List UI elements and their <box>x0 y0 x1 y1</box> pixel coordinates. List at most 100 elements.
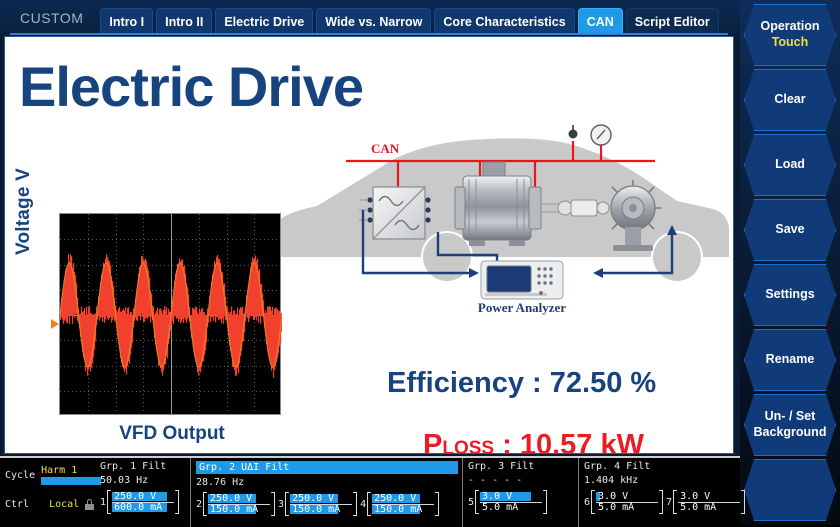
voltage-range: 250.0 V <box>290 493 352 504</box>
channel[interactable]: 6 3.0 V 5.0 mA <box>584 490 664 514</box>
channel[interactable]: 4 250.0 V 150.0 mA <box>360 492 440 516</box>
current-value: 5.0 mA <box>680 502 717 513</box>
channel-axis-line <box>112 502 175 503</box>
channel[interactable]: 2 250.0 V 150.0 mA <box>196 492 276 516</box>
group-header: Grp. 3 Filt <box>468 461 535 472</box>
motor <box>454 161 542 246</box>
channel-axis-line <box>678 502 741 503</box>
channel-bracket-right <box>741 490 746 514</box>
status-bar: Cycle Harm 1 Ctrl Local Grp. 1 Filt 50.03… <box>0 456 746 527</box>
tab-bar-underline <box>10 33 728 35</box>
softkey-label: Save <box>775 222 805 237</box>
can-bus <box>346 141 655 209</box>
channel-row: 2 250.0 V 150.0 mA 3 250.0 V 150.0 mA 4 250.0 V… <box>196 492 458 516</box>
current-value: 600.0 mA <box>114 502 163 513</box>
channel-bracket-right <box>435 492 440 516</box>
tab-wide-vs-narrow[interactable]: Wide vs. Narrow <box>316 8 432 34</box>
softkey-save[interactable]: Save <box>744 199 836 261</box>
softkey-sidebar: Operation Touch Clear Load Save Settings Renam… <box>740 0 840 525</box>
grid-line-horizontal <box>60 239 280 240</box>
softkey-clear[interactable]: Clear <box>744 69 836 131</box>
grid-line-horizontal <box>60 366 280 367</box>
cycle-label: Cycle <box>5 469 36 481</box>
channel-bracket-left <box>107 490 112 514</box>
current-range: 150.0 mA <box>290 504 352 515</box>
tab-script-editor[interactable]: Script Editor <box>625 8 719 34</box>
current-range: 600.0 mA <box>112 502 174 513</box>
channel-bracket-left <box>285 492 290 516</box>
differential <box>610 180 661 251</box>
grid-line-horizontal <box>60 290 280 291</box>
voltage-value: 3.0 V <box>680 491 711 502</box>
status-group[interactable]: Grp. 4 Filt 1.404 kHz 6 3.0 V 5.0 mA 7 3.0 V 5.… <box>578 458 746 527</box>
cycle-bar <box>41 477 102 485</box>
channel-values: 250.0 V 150.0 mA <box>372 493 435 515</box>
tab-electric-drive[interactable]: Electric Drive <box>215 8 314 34</box>
group-frequency: 1.404 kHz <box>584 475 639 486</box>
scope-display[interactable] <box>59 213 282 415</box>
voltage-range: 3.0 V <box>678 491 740 502</box>
tab-intro-i[interactable]: Intro I <box>100 8 154 34</box>
softkey-label: Load <box>775 157 805 172</box>
tab-bar: CUSTOM Intro I Intro II Electric Drive Wide… <box>0 0 740 34</box>
channel-values: 3.0 V 5.0 mA <box>480 491 543 513</box>
tab-core-characteristics[interactable]: Core Characteristics <box>434 8 575 34</box>
status-group[interactable]: Grp. 3 Filt - - - - - 5 3.0 V 5.0 mA <box>462 458 578 527</box>
voltage-value: 250.0 V <box>114 491 157 502</box>
channel[interactable]: 7 3.0 V 5.0 mA <box>666 490 746 514</box>
current-range: 5.0 mA <box>480 502 542 513</box>
channel-axis-line <box>208 504 271 505</box>
power-loss-readout: PLOSS : 10.57 kW <box>423 429 644 454</box>
channel-row: 5 3.0 V 5.0 mA <box>468 490 574 514</box>
softkey-un-set-background[interactable]: Un- / Set Background <box>744 394 836 456</box>
channel-bracket-left <box>203 492 208 516</box>
channel-bracket-right <box>175 490 180 514</box>
voltage-value: 250.0 V <box>292 493 335 504</box>
softkey-operation[interactable]: Operation Touch <box>744 4 836 66</box>
status-group[interactable]: Grp. 2 UΔI Filt 28.76 Hz 2 250.0 V 150.0 mA 3… <box>190 458 462 527</box>
cycle-value: Harm 1 <box>41 465 78 476</box>
channel[interactable]: 3 250.0 V 150.0 mA <box>278 492 358 516</box>
tab-can[interactable]: CAN <box>577 8 623 34</box>
grid-line-horizontal <box>60 391 280 392</box>
custom-label: CUSTOM <box>20 10 84 26</box>
grid-line-horizontal <box>60 340 280 341</box>
softkey-settings[interactable]: Settings <box>744 264 836 326</box>
current-value: 150.0 mA <box>210 504 259 515</box>
power-analyzer <box>480 260 564 300</box>
softkey-load[interactable]: Load <box>744 134 836 196</box>
ploss-separator: : <box>494 429 520 454</box>
channel-row: 6 3.0 V 5.0 mA 7 3.0 V 5.0 mA <box>584 490 746 514</box>
channel-bracket-right <box>543 490 548 514</box>
voltage-range: 250.0 V <box>372 493 434 504</box>
channel-bracket-left <box>367 492 372 516</box>
channel-values: 250.0 V 150.0 mA <box>290 493 353 515</box>
softkey-blank-7[interactable] <box>744 459 836 521</box>
can-label: CAN <box>371 141 400 156</box>
power-analyzer-label: Power Analyzer <box>478 300 566 315</box>
channel-bracket-right <box>353 492 358 516</box>
current-range: 150.0 mA <box>372 504 434 515</box>
current-value: 5.0 mA <box>482 502 519 513</box>
channel-values: 250.0 V 600.0 mA <box>112 491 175 513</box>
electric-drive-diagram: CAN <box>273 105 733 320</box>
group-frequency: 50.03 Hz <box>100 475 149 486</box>
voltage-range: 3.0 V <box>596 491 658 502</box>
channel-bracket-left <box>475 490 480 514</box>
channel[interactable]: 5 3.0 V 5.0 mA <box>468 490 548 514</box>
channel[interactable]: 1 250.0 V 600.0 mA <box>100 490 180 514</box>
channel-axis-line <box>596 502 659 503</box>
softkey-sublabel: Touch <box>771 35 809 49</box>
status-group[interactable]: Grp. 1 Filt 50.03 Hz 1 250.0 V 600.0 mA <box>95 458 190 527</box>
content-canvas: Electric Drive <box>4 36 734 454</box>
voltage-value: 250.0 V <box>374 493 417 504</box>
current-value: 150.0 mA <box>292 504 341 515</box>
current-range: 5.0 mA <box>596 502 658 513</box>
tab-intro-ii[interactable]: Intro II <box>156 8 213 34</box>
efficiency-label: Efficiency : <box>387 367 550 399</box>
softkey-rename[interactable]: Rename <box>744 329 836 391</box>
channel-bracket-right <box>271 492 276 516</box>
softkey-label: Settings <box>765 287 815 302</box>
softkey-label: Rename <box>765 352 815 367</box>
channel-values: 3.0 V 5.0 mA <box>596 491 659 513</box>
